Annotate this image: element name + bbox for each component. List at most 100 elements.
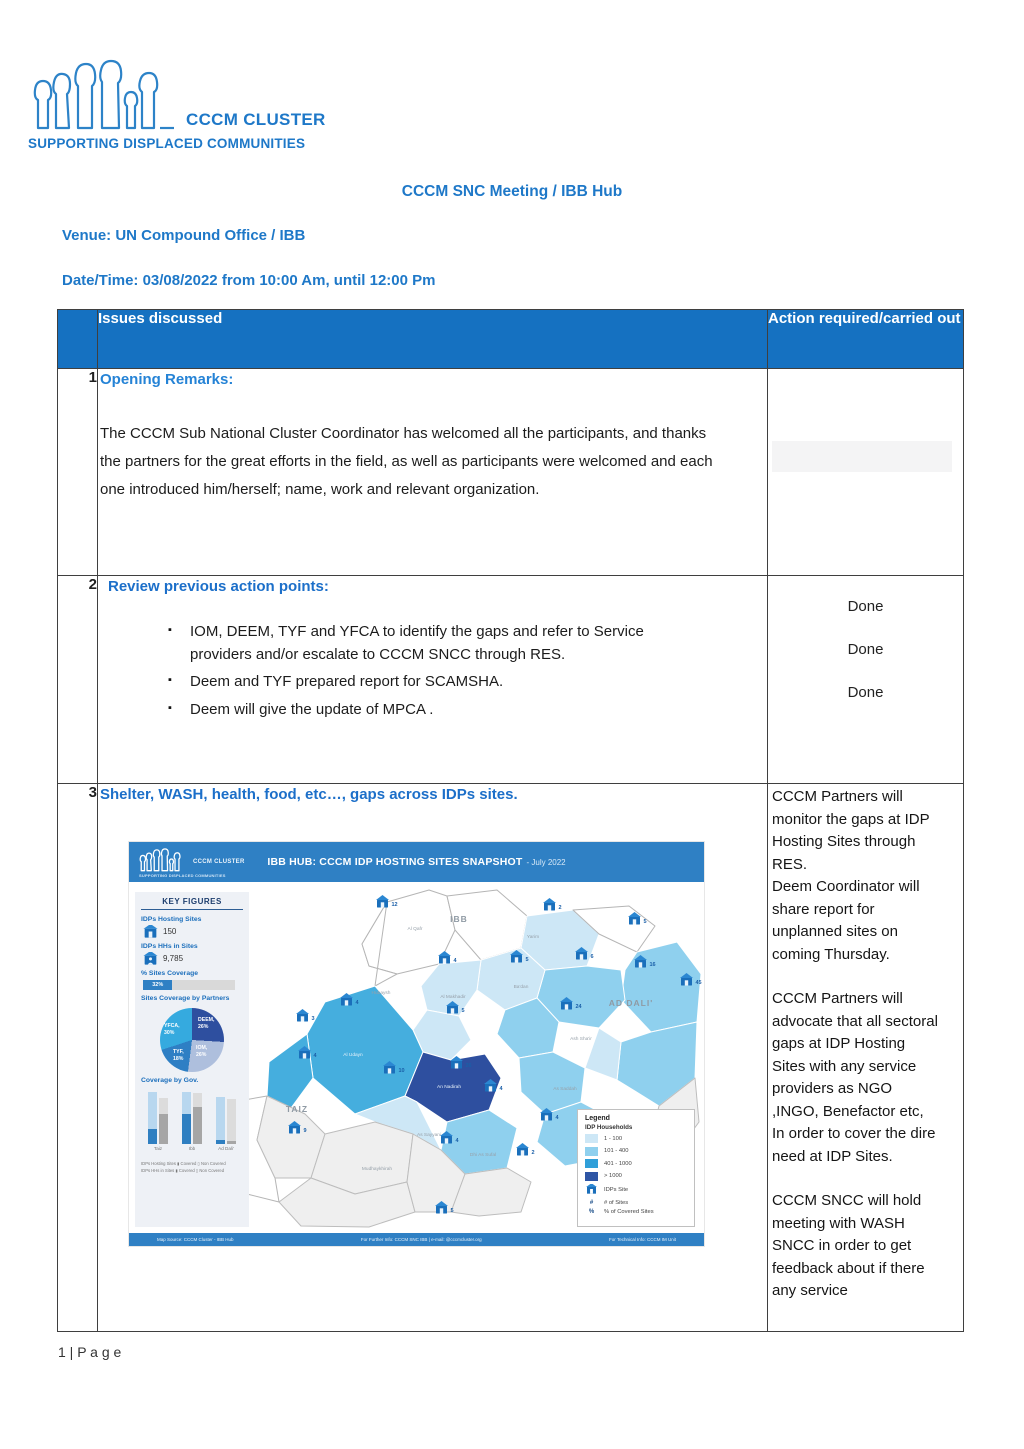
key-figures-panel: KEY FIGURES IDPs Hosting Sites 150 IDPs … <box>135 892 249 1227</box>
map-legend: Legend IDP Households 1 - 100 101 - 400 … <box>577 1109 695 1227</box>
pie-slice-label: IOM, 26% <box>196 1045 208 1058</box>
gov-chart-legend: IDPs Hosting Sites ▮ Covered ▯ Non Cover… <box>141 1161 226 1174</box>
pie-slice-label: DEEM, 26% <box>198 1017 215 1030</box>
district-shape <box>278 1177 416 1228</box>
legend-range-text: 401 - 1000 <box>604 1160 632 1167</box>
logo-brand-text: CCCM CLUSTER <box>186 110 326 129</box>
table-row: 2 Review previous action points: IOM, DE… <box>57 575 964 784</box>
row1-number: 1 <box>57 368 98 576</box>
site-count-label: 5 <box>644 919 647 925</box>
gov-title: Coverage by Gov. <box>141 1077 199 1084</box>
partners-pie-chart: DEEM, 26% IOM, 26% TYF, 18% YFCA, 30% <box>160 1008 224 1072</box>
household-icon <box>143 952 158 965</box>
site-count-label: 2 <box>532 1150 535 1156</box>
row2-number: 2 <box>57 575 98 784</box>
map-title-text: IBB HUB: CCCM IDP HOSTING SITES SNAPSHOT <box>267 856 523 868</box>
site-count-label: 12 <box>392 902 398 908</box>
minutes-table: Issues discussed Action required/carried… <box>57 309 964 1332</box>
action-paragraph: CCCM Partners will monitor the gaps at I… <box>772 788 930 963</box>
district-label: Dhi As Sufal <box>470 1152 496 1158</box>
site-count-label: 5 <box>451 1208 454 1214</box>
gov-bar <box>148 1092 157 1144</box>
site-count-label: 9 <box>304 1128 307 1134</box>
bullet-item: IOM, DEEM, TYF and YFCA to identify the … <box>168 621 648 666</box>
idp-site-marker: 24 <box>560 997 583 1010</box>
region-label: TAIZ <box>286 1104 308 1114</box>
district-label: Al Udayn <box>343 1052 363 1058</box>
coverage-progress-bar: 32% <box>143 980 235 990</box>
legend-title: Legend <box>585 1115 610 1122</box>
site-count-label: 5 <box>462 1008 465 1014</box>
site-count-label: 26 <box>466 1063 472 1069</box>
gov-bar-group: Ibb <box>177 1090 207 1156</box>
hosting-sites-label: IDPs Hosting Sites <box>141 916 202 923</box>
gov-bar-group: Ad Dali' <box>211 1090 241 1156</box>
site-count-label: 45 <box>696 980 702 986</box>
site-count-label: 5 <box>526 957 529 963</box>
pie-slice-label: YFCA, 30% <box>164 1023 180 1036</box>
map-footer-text: Map Source: CCCM Cluster - IBB Hub <box>157 1237 234 1242</box>
district-shape <box>266 1033 314 1109</box>
row2-heading: Review previous action points: <box>108 578 329 595</box>
site-count-label: 24 <box>576 1004 583 1010</box>
row1-heading: Opening Remarks: <box>100 371 234 388</box>
district-label: An Nadirah <box>437 1084 461 1090</box>
pie-title: Sites Coverage by Partners <box>141 995 230 1002</box>
header-issues-cell: Issues discussed <box>97 309 768 369</box>
table-row: 3 Shelter, WASH, health, food, etc…, gap… <box>57 783 964 1332</box>
map-footer-text: For Technical Info: CCCM IM Unit <box>609 1237 676 1242</box>
done-status-text: Done <box>847 641 884 658</box>
percent-symbol: % <box>588 1209 595 1215</box>
hhs-number: 9,785 <box>163 954 184 963</box>
table-row: 1 Opening Remarks: The CCCM Sub National… <box>57 368 964 576</box>
row1-body-text: The CCCM Sub National Cluster Coordinato… <box>100 425 713 499</box>
district-label: As Sayyani <box>417 1132 441 1138</box>
site-count-label: 4 <box>356 1000 360 1006</box>
legend-swatch <box>585 1159 598 1168</box>
coverage-by-gov-chart: Taiz Ibb Ad Dali' <box>143 1090 241 1156</box>
action-paragraph: CCCM SNCC will hold meeting with WASH SN… <box>772 1192 925 1299</box>
district-shape <box>584 1027 622 1081</box>
previous-action-list: IOM, DEEM, TYF and YFCA to identify the … <box>168 621 648 721</box>
legend-range-text: 101 - 400 <box>604 1148 629 1154</box>
gov-bar-label: Ad Dali' <box>218 1146 234 1151</box>
legend-item-count: # # of Sites <box>585 1200 687 1206</box>
done-status-text: Done <box>847 684 884 701</box>
idp-site-marker: 26 <box>450 1056 472 1069</box>
legend-range-text: > 1000 <box>604 1173 622 1179</box>
site-count-label: 10 <box>399 1068 405 1074</box>
legend-item: 101 - 400 <box>585 1146 687 1156</box>
gov-bar-label: Ibb <box>188 1146 196 1151</box>
coverage-label: % Sites Coverage <box>141 970 199 977</box>
idp-site-marker: 5 <box>628 912 647 925</box>
idp-site-marker: 10 <box>383 1061 405 1074</box>
map-logo-brand: CCCM CLUSTER <box>193 859 245 865</box>
legend-item-pct: % % of Covered Sites <box>585 1209 687 1215</box>
hhs-value: 9,785 <box>143 952 243 965</box>
header-num-cell <box>57 309 98 369</box>
action-paragraph: CCCM Partners will advocate that all sec… <box>772 990 938 1165</box>
row1-action-highlight <box>772 441 952 472</box>
map-footer-bar: Map Source: CCCM Cluster - IBB Hub For Fu… <box>129 1233 704 1246</box>
idp-site-marker: 4 <box>340 993 360 1006</box>
region-label: AD DALI' <box>609 998 654 1008</box>
cccm-logo-figures <box>33 59 174 130</box>
site-count-label: 2 <box>559 905 562 911</box>
district-label: Al Makhadir <box>440 994 466 1000</box>
idp-site-icon <box>585 1183 598 1196</box>
done-status-text: Done <box>847 598 884 615</box>
idp-site-marker: 4 <box>540 1108 560 1121</box>
bullet-item: Deem will give the update of MPCA . <box>168 699 648 722</box>
legend-item: 1 - 100 <box>585 1134 687 1143</box>
site-count-label: 3 <box>312 1016 315 1022</box>
map-logo-figures <box>139 848 181 872</box>
hhs-label: IDPs HHs in Sites <box>141 943 198 950</box>
legend-item: 401 - 1000 <box>585 1159 687 1168</box>
datetime-line: Date/Time: 03/08/2022 from 10:00 Am, unt… <box>62 272 436 289</box>
house-icon <box>143 925 158 938</box>
key-figures-title: KEY FIGURES <box>141 897 243 910</box>
idp-site-marker: 6 <box>575 947 594 960</box>
idp-sites-map-snapshot: CCCM CLUSTER SUPPORTING DISPLACED COMMUN… <box>128 841 705 1247</box>
district-shape <box>620 941 702 1033</box>
idp-site-marker: 5 <box>446 1001 465 1014</box>
